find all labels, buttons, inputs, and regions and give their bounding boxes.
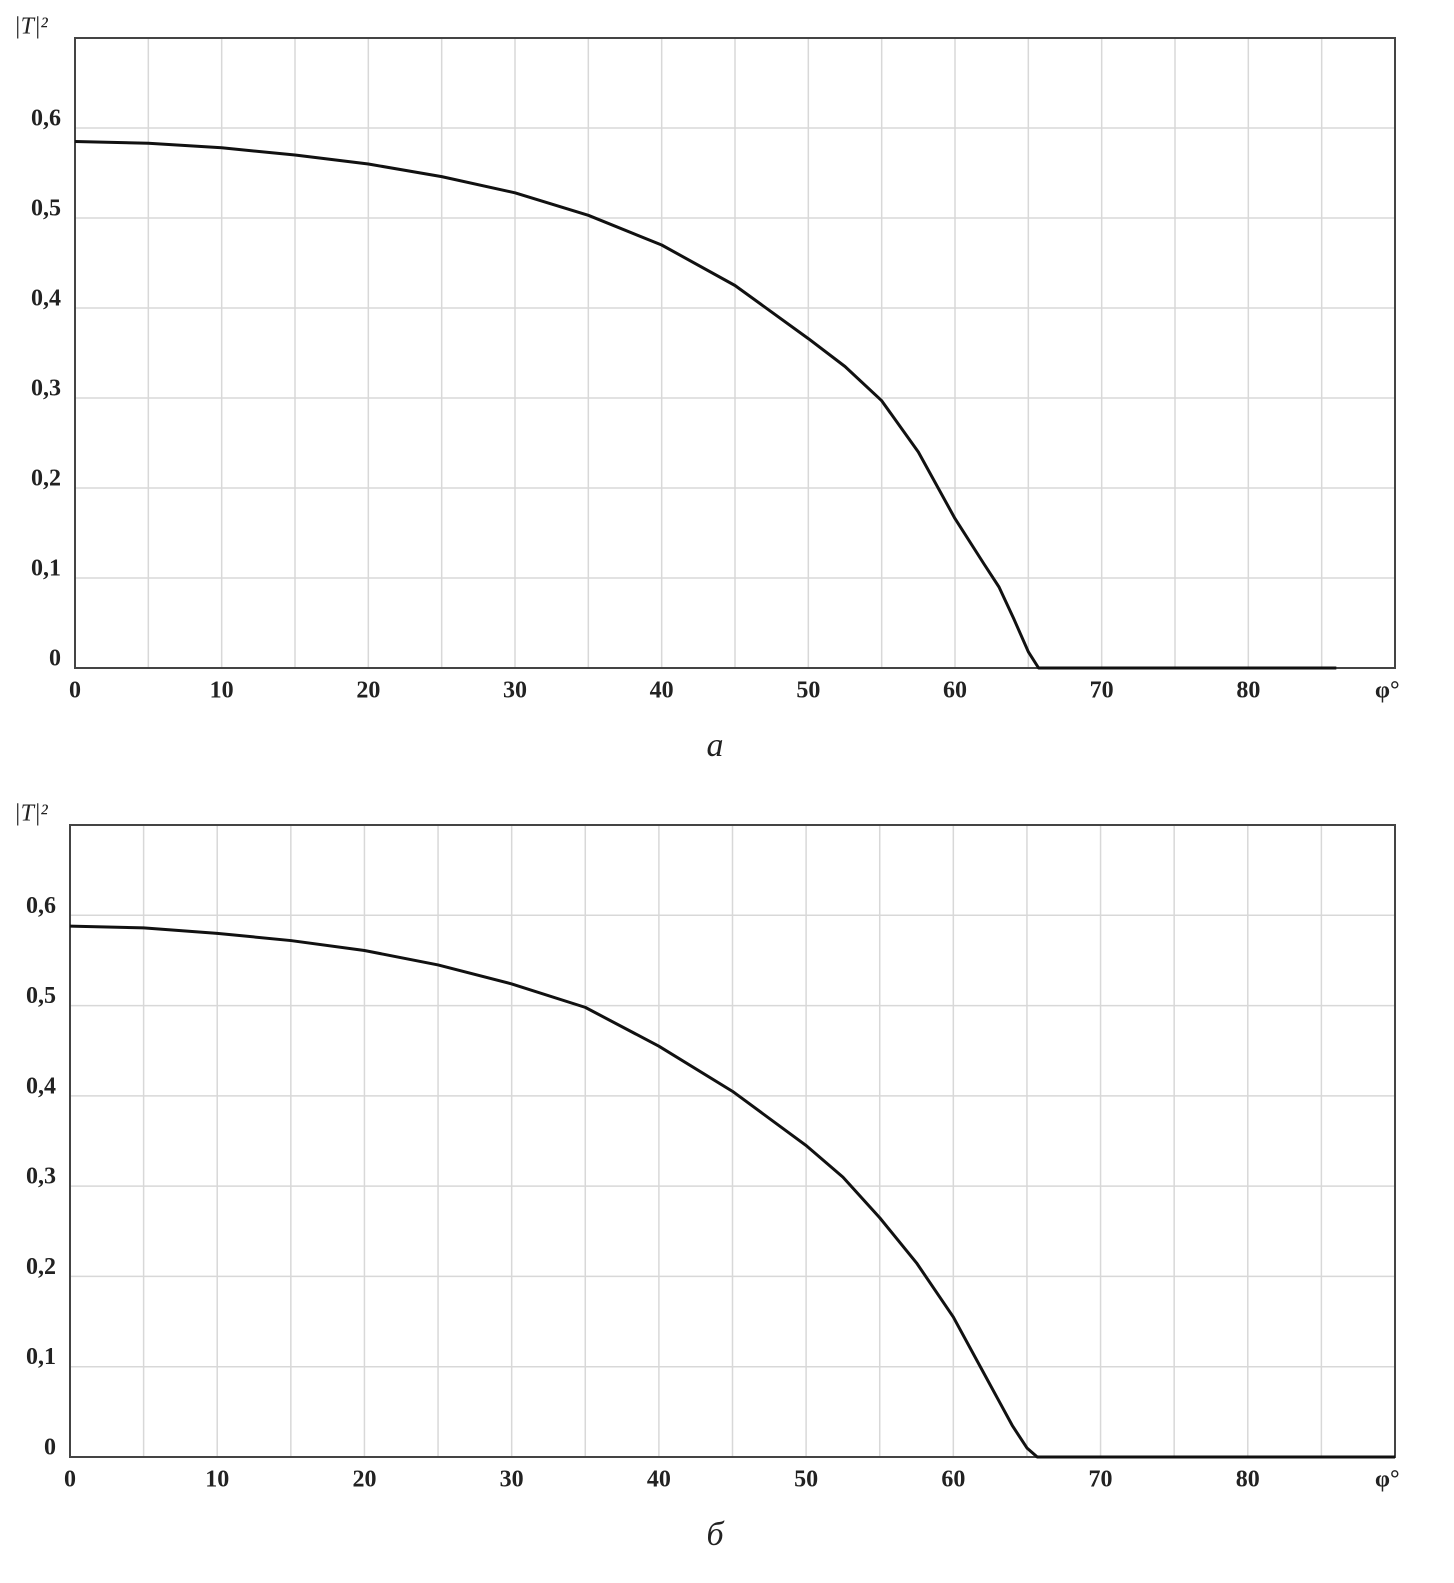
- y-tick-label: 0,2: [31, 466, 61, 492]
- x-tick-label: 70: [1089, 1467, 1113, 1493]
- curve: [69, 924, 1395, 1459]
- y-tick-label: 0,4: [26, 1073, 56, 1099]
- x-tick-label: 40: [647, 1467, 671, 1493]
- y-tick-label: 0,1: [31, 556, 61, 582]
- y-tick-label: 0,6: [31, 106, 61, 132]
- x-tick-label: 40: [650, 678, 674, 704]
- y-tick-label: 0: [49, 646, 61, 672]
- x-axis-label: φ°: [1375, 678, 1400, 704]
- x-tick-label: 60: [941, 1467, 965, 1493]
- x-tick-label: 60: [943, 678, 967, 704]
- x-tick-label: 50: [796, 678, 820, 704]
- x-tick-label: 0: [69, 678, 81, 704]
- x-tick-label: 70: [1090, 678, 1114, 704]
- curve: [74, 140, 1337, 670]
- y-tick-label: 0,3: [31, 376, 61, 402]
- y-tick-label: 0,3: [26, 1164, 56, 1190]
- x-tick-label: 20: [356, 678, 380, 704]
- y-tick-label: 0,4: [31, 286, 61, 312]
- y-tick-label: 0,1: [26, 1344, 56, 1370]
- x-tick-label: 10: [210, 678, 234, 704]
- y-axis-label: |T|²: [14, 801, 49, 827]
- x-tick-label: 10: [205, 1467, 229, 1493]
- x-tick-label: 30: [500, 1467, 524, 1493]
- x-axis-label: φ°: [1375, 1467, 1400, 1493]
- caption: б: [706, 1516, 725, 1553]
- x-tick-label: 30: [503, 678, 527, 704]
- plot-frame: [69, 824, 1396, 1458]
- y-tick-label: 0,5: [31, 196, 61, 222]
- x-tick-label: 0: [64, 1467, 76, 1493]
- y-axis-label: |T|²: [14, 14, 49, 40]
- x-tick-label: 20: [352, 1467, 376, 1493]
- x-tick-label: 50: [794, 1467, 818, 1493]
- y-tick-label: 0: [44, 1435, 56, 1461]
- y-tick-label: 0,5: [26, 983, 56, 1009]
- caption: а: [707, 727, 724, 764]
- x-tick-label: 80: [1236, 1467, 1260, 1493]
- y-tick-label: 0,2: [26, 1254, 56, 1280]
- x-tick-label: 80: [1236, 678, 1260, 704]
- y-tick-label: 0,6: [26, 893, 56, 919]
- plot-frame: [74, 37, 1396, 669]
